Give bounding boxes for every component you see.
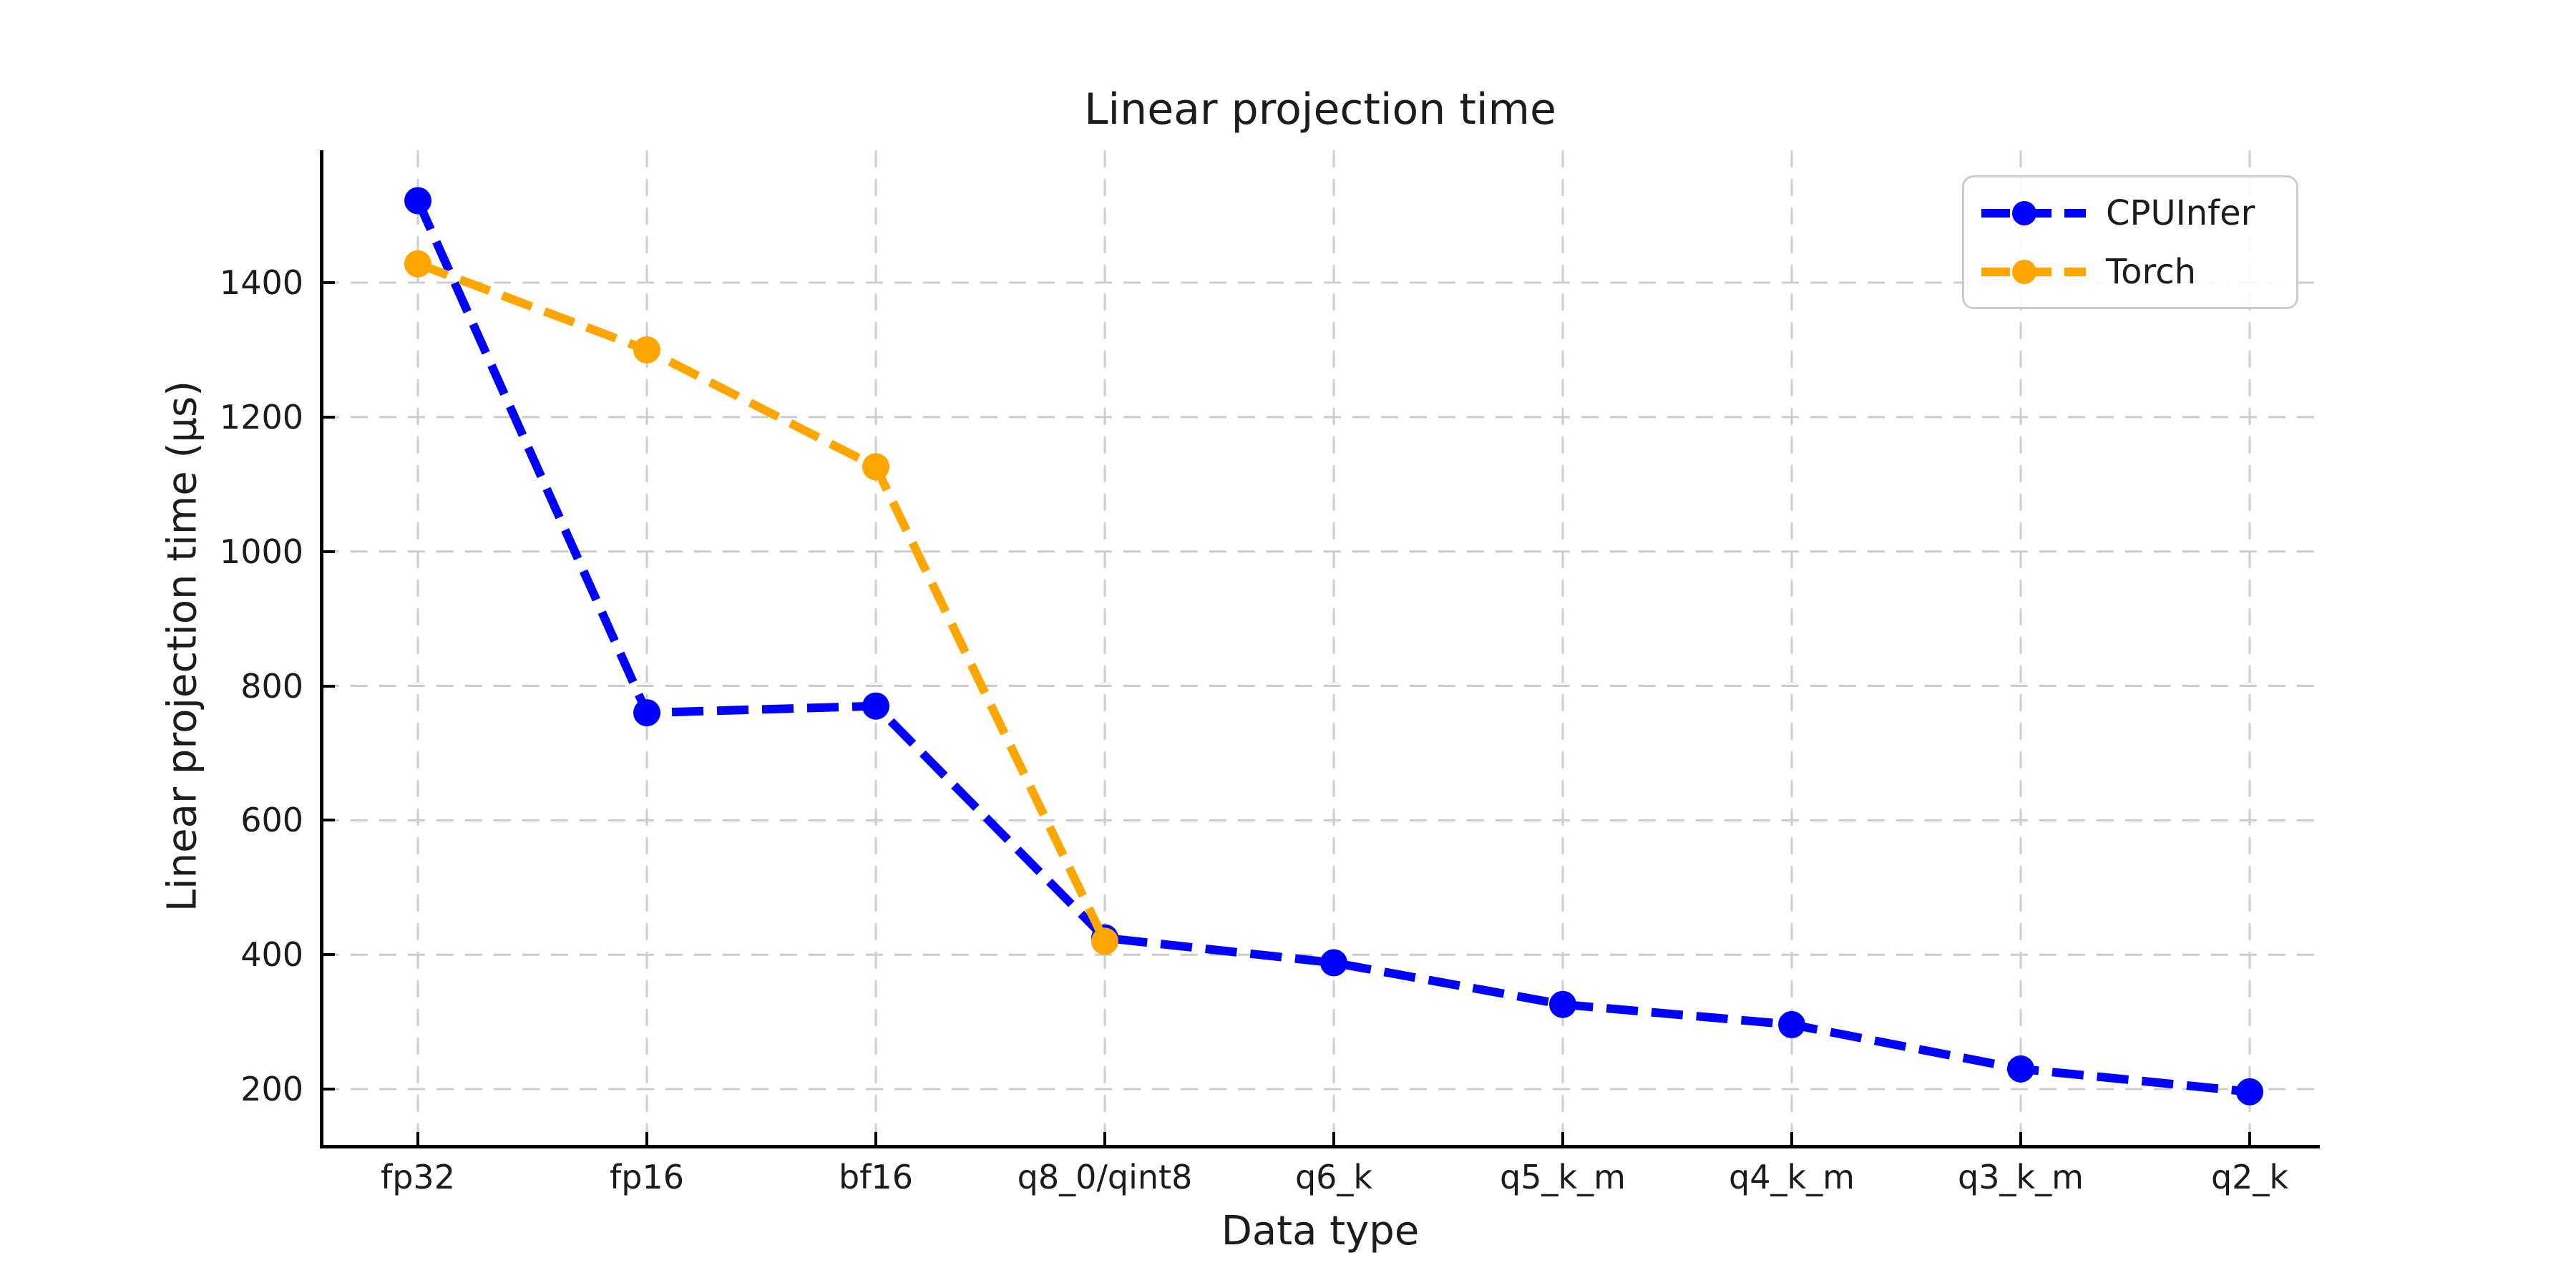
x-tick-label: fp32 [381, 1158, 455, 1196]
y-tick-mark [322, 1088, 335, 1091]
x-tick-mark [1561, 1132, 1564, 1145]
legend: CPUInfer Torch [1962, 175, 2298, 309]
data-point-marker-cpuinfer [1320, 949, 1347, 977]
x-tick-label: q3_k_m [1958, 1158, 2084, 1196]
data-point-marker-cpuinfer [1778, 1010, 1805, 1038]
x-tick-mark [1332, 1132, 1335, 1145]
data-point-marker-cpuinfer [1549, 990, 1576, 1018]
x-tick-label: q5_k_m [1500, 1158, 1626, 1196]
x-tick-mark [1103, 1132, 1106, 1145]
data-point-marker-cpuinfer [2236, 1078, 2263, 1106]
x-tick-label: q6_k [1294, 1158, 1373, 1196]
legend-entry-torch: Torch [1980, 252, 2296, 292]
y-tick-label: 200 [240, 1070, 303, 1109]
y-tick-label: 400 [240, 935, 303, 975]
y-tick-label: 800 [240, 666, 303, 706]
y-tick-label: 1400 [219, 263, 303, 303]
x-tick-mark [2019, 1132, 2022, 1145]
series-line-cpuinfer [414, 198, 2250, 1096]
x-tick-label: bf16 [839, 1158, 913, 1196]
y-tick-mark [322, 819, 335, 822]
y-tick-label: 1000 [219, 532, 303, 571]
data-point-marker-torch [862, 453, 889, 481]
legend-line-sample [1981, 200, 2086, 225]
legend-marker [2012, 200, 2036, 225]
x-tick-mark [416, 1132, 419, 1145]
legend-marker [2012, 259, 2036, 284]
data-point-marker-torch [1091, 927, 1118, 955]
chart-title: Linear projection time [1084, 84, 1556, 135]
left-spine [320, 150, 323, 1148]
x-tick-mark [1790, 1132, 1793, 1145]
x-tick-label: q8_0/qint8 [1017, 1158, 1193, 1196]
data-point-marker-cpuinfer [862, 692, 889, 720]
y-tick-mark [322, 953, 335, 957]
data-point-marker-cpuinfer [633, 699, 660, 727]
x-tick-mark [645, 1132, 648, 1145]
data-point-marker-torch [404, 250, 431, 278]
legend-label: Torch [2106, 251, 2197, 292]
y-tick-mark [322, 684, 335, 688]
x-axis-label: Data type [1221, 1208, 1420, 1254]
data-point-marker-cpuinfer [2007, 1055, 2034, 1083]
bottom-spine [320, 1145, 2320, 1148]
y-tick-mark [322, 281, 335, 285]
x-tick-label: fp16 [610, 1158, 684, 1196]
y-tick-mark [322, 550, 335, 553]
y-tick-label: 1200 [219, 397, 303, 436]
data-point-marker-cpuinfer [404, 187, 431, 215]
legend-entry-cpuinfer: CPUInfer [1980, 193, 2296, 233]
y-tick-label: 600 [240, 801, 303, 840]
legend-line-sample [1981, 259, 2086, 284]
x-tick-mark [874, 1132, 877, 1145]
data-point-marker-torch [633, 336, 660, 364]
x-tick-mark [2248, 1132, 2251, 1145]
y-tick-mark [322, 415, 335, 419]
x-tick-label: q4_k_m [1729, 1158, 1855, 1196]
x-tick-label: q2_k [2210, 1158, 2289, 1196]
legend-label: CPUInfer [2106, 192, 2255, 233]
series-line-torch [416, 260, 1109, 944]
